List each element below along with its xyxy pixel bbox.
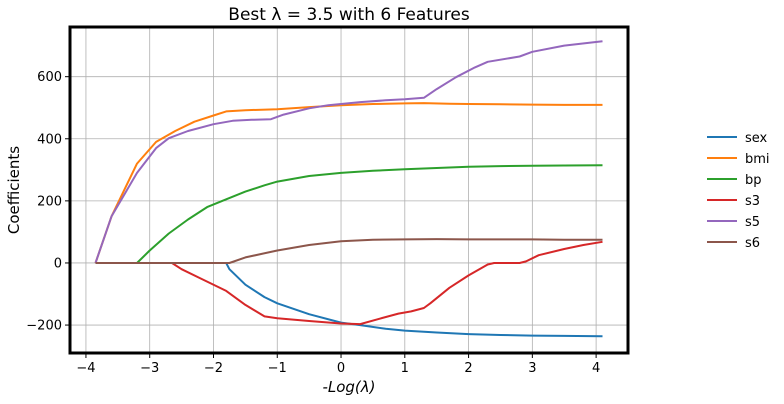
x-tick-label: 0 [337,361,345,376]
series-line-s5 [94,40,603,264]
x-tick-label: −4 [76,361,95,376]
x-tick-label: −1 [268,361,287,376]
plot-frame [68,25,630,355]
x-tick-label: 1 [401,361,409,376]
y-tick-label: 600 [37,70,62,85]
axis-ticks: −4 −3 −2 −1 0 1 2 3 4 −200 0 200 400 600 [26,70,600,376]
legend-label-bmi: bmi [745,152,770,167]
legend-label-s5: s5 [745,215,760,230]
grid-lines [70,27,628,353]
x-tick-label: −3 [140,361,159,376]
legend-label-s3: s3 [745,194,760,209]
series-line-bmi [94,102,603,264]
x-tick-label: −2 [204,361,223,376]
y-tick-label: 0 [54,256,62,271]
y-tick-label: −200 [26,319,62,334]
y-tick-label: 200 [37,194,62,209]
x-tick-label: 2 [464,361,472,376]
legend-label-s6: s6 [745,236,760,251]
series-line-bp [95,164,603,264]
chart-title: Best λ = 3.5 with 6 Features [228,5,470,25]
legend-label-sex: sex [745,131,768,146]
x-tick-label: 3 [528,361,536,376]
series-line-s6 [95,238,603,264]
y-tick-label: 400 [37,132,62,147]
y-axis-label: Coefficients [5,146,23,234]
series-lines [94,40,603,338]
legend: sex bmi bp s3 s5 s6 [707,131,770,251]
series-line-s3 [95,240,603,326]
x-tick-label: 4 [592,361,600,376]
legend-label-bp: bp [745,173,762,188]
x-axis-label: -Log(λ) [322,378,375,396]
